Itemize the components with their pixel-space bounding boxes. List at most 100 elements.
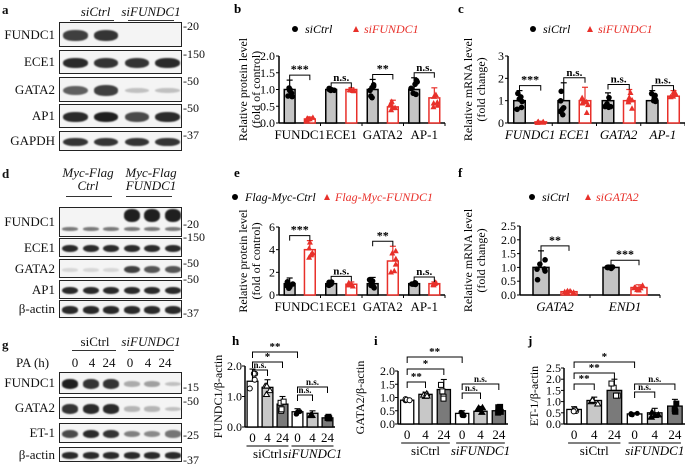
- blot-band: [123, 286, 140, 295]
- significance-bracket: [607, 84, 630, 90]
- data-point-circle: [283, 282, 290, 289]
- y-tick-label: 0.0: [546, 417, 561, 431]
- blot-band: [63, 111, 88, 123]
- y-tick-label: 0.0: [227, 420, 242, 434]
- significance-label: **: [377, 228, 389, 242]
- data-point: [673, 400, 680, 407]
- group-label: siFUNDC1: [451, 443, 510, 458]
- blot-band: [82, 227, 99, 231]
- legend-label: siFUNDC1: [364, 22, 419, 36]
- group-label-sifundc1: siFUNDC1: [121, 4, 181, 19]
- legend-marker-triangle: [324, 194, 330, 200]
- blot-row-label: ECE1: [23, 239, 55, 255]
- group-underline: [70, 20, 114, 21]
- blot-band: [103, 227, 120, 231]
- molecular-weight-marker: -50: [183, 394, 199, 408]
- blot-band: [62, 452, 79, 459]
- significance-label: **: [270, 341, 282, 353]
- blot-band: [82, 379, 99, 389]
- bar: [345, 88, 358, 124]
- blot-band: [155, 57, 180, 69]
- significance-label: **: [549, 233, 561, 247]
- data-point: [262, 390, 271, 397]
- blot-band: [123, 306, 140, 314]
- blot-band: [155, 137, 180, 147]
- significance-label: n.s.: [416, 266, 432, 278]
- blot-strip: [59, 280, 182, 299]
- significance-label: n.s.: [333, 265, 349, 277]
- y-axis-label: FUNDC1/β-actin: [211, 355, 225, 438]
- data-point-circle: [557, 108, 564, 115]
- data-point: [440, 395, 447, 402]
- significance-label: n.s.: [648, 374, 661, 384]
- blot-strip: [59, 238, 182, 257]
- blot-band: [103, 267, 120, 272]
- chart-b: b siCtrl siFUNDC1 Relative protein level (fo…: [234, 1, 446, 142]
- data-point: [672, 408, 679, 415]
- significance-label: n.s.: [638, 382, 651, 392]
- molecular-weight-marker: -50: [183, 256, 199, 270]
- blot-band: [164, 306, 181, 314]
- blot-row-label: FUNDC1: [4, 214, 55, 229]
- x-category-label: ECE1: [558, 127, 590, 142]
- data-point-circle: [518, 104, 525, 111]
- blot-strip: [59, 131, 182, 151]
- blot-band: [63, 85, 88, 96]
- data-point-triangle: [345, 281, 352, 288]
- blot-strip: [59, 447, 182, 462]
- blot-row-label: FUNDC1: [4, 375, 55, 390]
- legend-marker-circle: [292, 26, 298, 32]
- y-tick-label: 6: [269, 220, 275, 234]
- data-point-triangle: [392, 255, 399, 262]
- data-point-triangle: [392, 261, 399, 267]
- x-tick-label: 0: [294, 430, 301, 445]
- timepoint-label: 0: [71, 355, 79, 370]
- blot-band: [144, 286, 161, 295]
- significance-label: n.s.: [566, 67, 582, 79]
- data-point: [423, 391, 431, 399]
- x-category-label: GATA2: [363, 299, 403, 314]
- data-point-triangle: [431, 280, 438, 287]
- data-point: [474, 404, 483, 411]
- blot-band: [144, 244, 161, 253]
- panel-label: c: [458, 1, 464, 16]
- blot-band: [164, 244, 181, 253]
- y-tick-label: 2: [269, 265, 275, 279]
- x-tick-label: 24: [276, 430, 290, 445]
- molecular-weight-marker: -37: [183, 128, 199, 142]
- x-tick-label: 4: [477, 427, 484, 442]
- y-axis-label: Relative protein level: [236, 209, 250, 313]
- y-tick-label: 4: [269, 243, 275, 257]
- data-point-circle: [537, 261, 543, 267]
- molecular-weight-marker: -50: [183, 272, 199, 286]
- blot-band: [124, 111, 150, 123]
- y-tick-label: 1.5: [546, 383, 561, 397]
- group-underline: [128, 20, 174, 21]
- x-tick-label: 4: [422, 427, 429, 442]
- y-axis-label: (fold change): [474, 228, 488, 292]
- significance-bracket: [518, 85, 542, 91]
- blot-strip: [59, 259, 182, 278]
- timepoint-label: 0: [126, 355, 134, 370]
- blot-strip: [59, 104, 182, 128]
- x-tick-label: 24: [321, 430, 335, 445]
- panel-label: b: [234, 1, 241, 16]
- blot-band: [164, 286, 181, 295]
- blot-strip: [59, 22, 182, 47]
- data-point-triangle: [306, 239, 313, 245]
- data-point: [461, 413, 467, 419]
- blot-row-label: AP1: [31, 108, 55, 123]
- data-point-circle: [328, 281, 335, 287]
- significance-bracket: [610, 259, 640, 266]
- comparison-bracket: [461, 383, 500, 390]
- comparison-bracket: [297, 386, 328, 393]
- comparison-bracket: [634, 383, 676, 390]
- data-point: [437, 381, 444, 388]
- data-point-triangle: [670, 93, 677, 99]
- y-tick-label: 1.0: [501, 260, 516, 274]
- data-point-triangle: [639, 282, 646, 288]
- blot-band: [93, 30, 119, 41]
- timepoint-label: 4: [144, 355, 152, 370]
- blot-row-label: β-actin: [18, 446, 55, 462]
- legend-marker-circle: [529, 194, 535, 200]
